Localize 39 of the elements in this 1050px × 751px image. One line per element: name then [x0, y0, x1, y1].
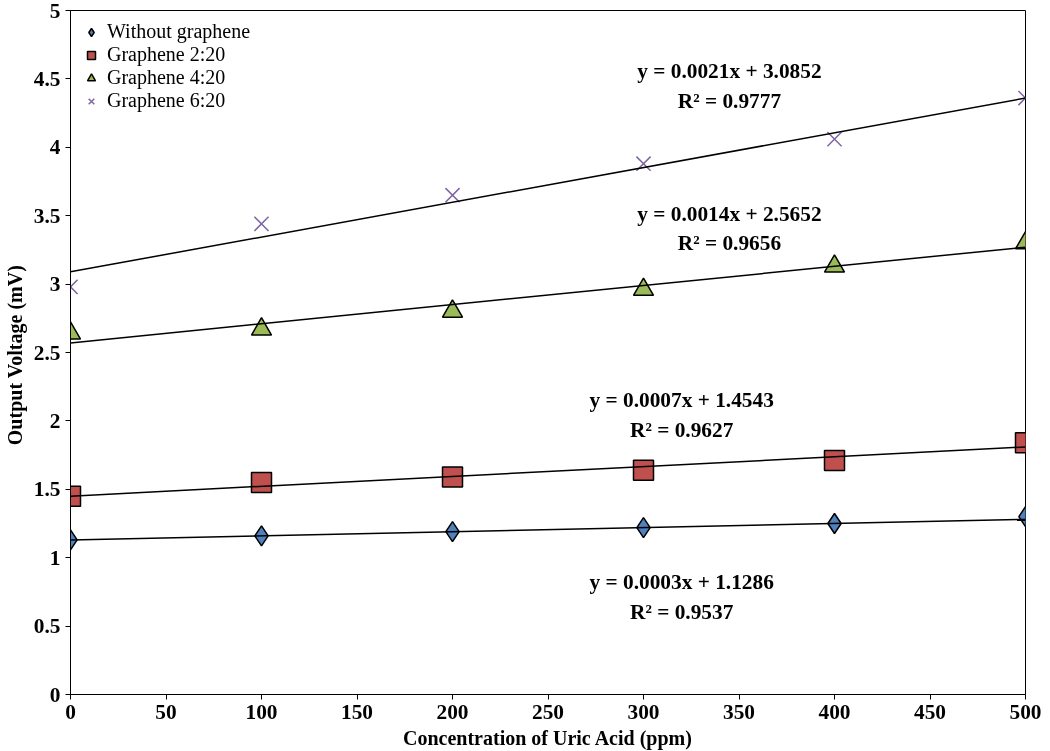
- x-axis-title: Concentration of Uric Acid (ppm): [403, 726, 692, 750]
- x-tick-label: 350: [723, 699, 755, 724]
- legend-label: Graphene 4:20: [107, 66, 226, 89]
- x-tick-label: 250: [532, 699, 564, 724]
- legend-label: Graphene 2:20: [107, 43, 226, 66]
- y-tick-label: 0.5: [33, 614, 61, 639]
- annotation: R² = 0.9627: [630, 418, 734, 443]
- y-axis-title: Output Voltage (mV): [3, 265, 27, 446]
- legend-label: Without graphene: [107, 20, 251, 43]
- y-tick-label: 1: [49, 545, 61, 570]
- point: [635, 155, 652, 172]
- point: [444, 187, 461, 203]
- annotation: R² = 0.9656: [677, 231, 782, 256]
- x-tick-label: 300: [627, 699, 660, 724]
- y-tick-label: 4.5: [33, 66, 61, 91]
- y-tick-label: 4: [49, 135, 61, 160]
- x-tick-label: 450: [914, 699, 946, 724]
- legend-label: Graphene 6:20: [107, 89, 226, 112]
- point: [441, 466, 464, 488]
- annotation: R² = 0.9537: [630, 600, 734, 625]
- x-tick-label: 200: [436, 699, 469, 724]
- y-tick-label: 1.5: [33, 477, 61, 502]
- x-tick-label: 150: [341, 699, 373, 724]
- y-tick-label: 2: [49, 408, 61, 433]
- y-tick-label: 0: [49, 682, 61, 707]
- y-tick-label: 2.5: [33, 340, 61, 365]
- x-tick-label: 50: [155, 699, 177, 724]
- y-tick-label: 5: [49, 0, 61, 23]
- y-tick-label: 3.5: [33, 203, 61, 228]
- y-tick-label: 3: [49, 272, 61, 297]
- annotation: y = 0.0003x + 1.1286: [589, 570, 775, 595]
- annotation: y = 0.0014x + 2.5652: [637, 202, 822, 227]
- annotation: y = 0.0021x + 3.0852: [637, 58, 822, 83]
- point: [632, 459, 655, 481]
- annotation: y = 0.0007x + 1.4543: [589, 388, 774, 413]
- annotation: R² = 0.9777: [677, 88, 782, 113]
- x-tick-label: 100: [245, 699, 278, 724]
- x-tick-label: 500: [1009, 699, 1042, 724]
- x-tick-label: 400: [818, 699, 851, 724]
